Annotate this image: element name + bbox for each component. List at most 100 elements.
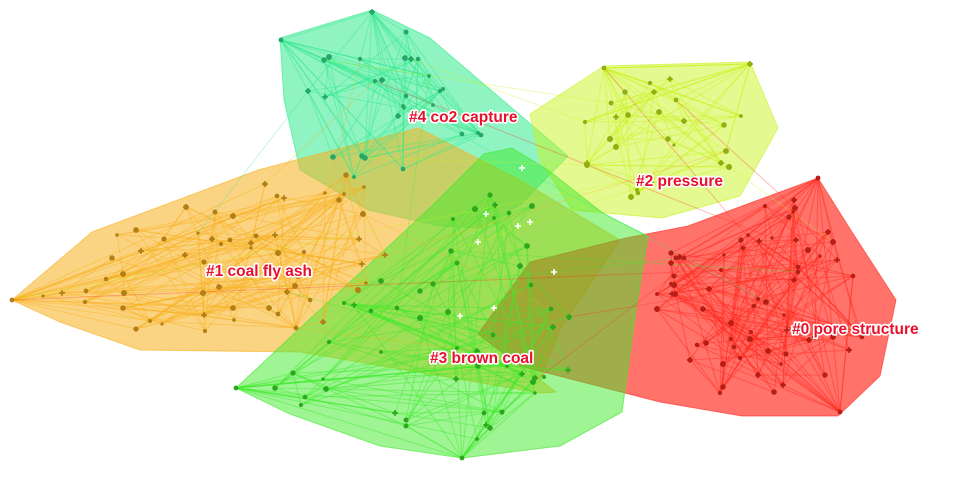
edge	[725, 63, 751, 152]
node-marker	[628, 194, 634, 200]
edge	[493, 205, 533, 219]
node-cluster-4	[427, 74, 431, 78]
edge	[742, 247, 854, 277]
node-cluster-0	[762, 203, 768, 209]
edge	[235, 350, 478, 389]
edge	[485, 376, 545, 426]
node-cluster-0	[703, 340, 709, 346]
node-marker-highlight	[551, 269, 557, 275]
edge	[603, 63, 751, 69]
node-marker	[565, 367, 571, 373]
edge	[364, 157, 588, 166]
node-marker	[359, 261, 365, 267]
node-marker	[700, 306, 706, 312]
edge	[405, 31, 479, 134]
node-cluster-0	[720, 384, 726, 390]
node-marker	[295, 273, 301, 279]
edge	[268, 307, 297, 329]
edge	[671, 293, 841, 413]
node-cluster-1	[202, 328, 208, 334]
node-cluster-1	[82, 299, 88, 305]
edge	[116, 193, 345, 236]
edge	[667, 138, 722, 164]
edge	[689, 359, 775, 393]
edge	[61, 282, 367, 294]
edge	[670, 252, 759, 376]
node-marker	[305, 88, 311, 94]
edge	[636, 124, 725, 191]
edge	[489, 265, 521, 429]
edge	[203, 199, 340, 316]
edge	[461, 326, 554, 459]
edge	[678, 177, 819, 258]
edge	[603, 67, 629, 116]
node-cluster-2	[622, 89, 628, 95]
edge	[415, 58, 419, 119]
node-cluster-1	[216, 284, 222, 290]
node-cluster-1	[201, 259, 207, 265]
edge	[719, 279, 795, 394]
edge	[750, 331, 784, 386]
edge	[489, 308, 552, 429]
edge	[105, 211, 216, 280]
edge	[353, 304, 494, 336]
edge	[719, 266, 799, 394]
edge	[274, 234, 311, 301]
edge	[450, 250, 463, 459]
node-cluster-3	[298, 402, 304, 408]
edge	[609, 115, 742, 140]
edge	[277, 197, 285, 315]
edge	[419, 311, 449, 319]
edge	[61, 257, 113, 294]
edge	[405, 212, 510, 427]
edge	[584, 63, 751, 123]
edge	[586, 164, 730, 168]
edge	[233, 183, 266, 321]
edge	[656, 308, 863, 338]
node-cluster-0	[681, 255, 687, 261]
node-marker	[747, 61, 753, 67]
node-cluster-3	[302, 394, 308, 400]
node-marker	[209, 236, 215, 242]
node-marker	[687, 357, 693, 363]
edge	[586, 162, 638, 191]
edge	[250, 183, 266, 244]
edge	[670, 262, 676, 295]
edge	[603, 67, 639, 194]
node-marker	[487, 425, 493, 431]
edge	[322, 186, 365, 323]
edge	[630, 111, 660, 198]
edge	[235, 387, 491, 429]
node-cluster-4	[326, 54, 332, 60]
edge	[232, 199, 340, 217]
edge	[218, 238, 360, 288]
edge	[161, 150, 727, 325]
node-cluster-4	[459, 131, 465, 137]
edge	[322, 208, 476, 380]
edge	[793, 239, 797, 281]
edge	[364, 11, 373, 159]
node-cluster-0	[830, 334, 836, 340]
edge	[630, 124, 725, 198]
node-cluster-3	[326, 339, 332, 345]
edge	[656, 308, 721, 394]
node-marker	[532, 375, 538, 381]
node-cluster-3	[378, 278, 384, 284]
edge	[485, 265, 521, 426]
edge	[615, 124, 725, 148]
edge	[322, 290, 421, 380]
edge	[476, 350, 534, 383]
edge	[447, 311, 569, 371]
edge	[229, 193, 345, 241]
edge	[609, 82, 651, 140]
edge	[656, 293, 859, 333]
edge	[343, 174, 347, 195]
edge	[819, 255, 850, 351]
edge	[280, 39, 376, 82]
edge	[637, 63, 751, 194]
edge	[753, 305, 850, 351]
edge	[396, 307, 494, 336]
edge	[328, 341, 457, 380]
edge	[733, 247, 744, 348]
edge	[328, 56, 355, 178]
